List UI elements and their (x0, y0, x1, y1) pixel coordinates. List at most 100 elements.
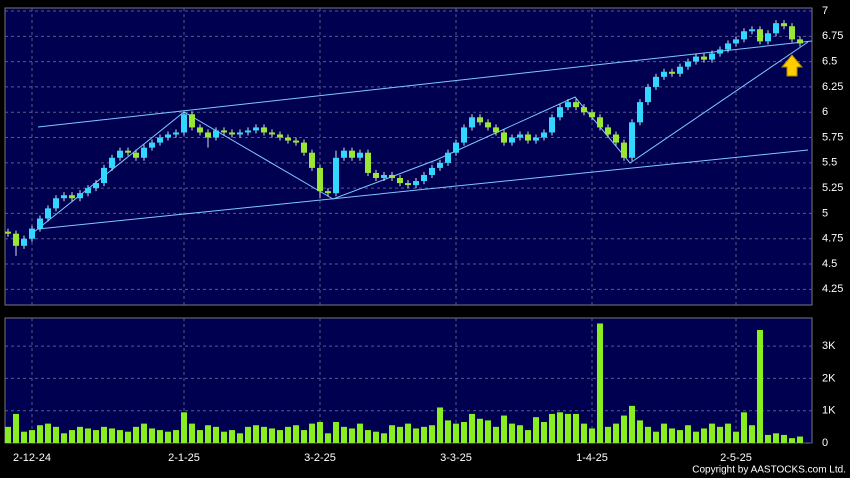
y-tick-label: 6.5 (822, 56, 837, 68)
volume-bar (621, 415, 627, 443)
volume-bar (69, 430, 75, 443)
candle-body (261, 127, 267, 133)
volume-bar (797, 436, 803, 443)
y-tick-label: 4.75 (822, 233, 843, 245)
volume-bar (117, 430, 123, 443)
candle-body (133, 152, 139, 158)
volume-bar (557, 412, 563, 443)
candle-body (149, 142, 155, 148)
volume-bar (309, 423, 315, 443)
volume-bar (485, 420, 491, 443)
candle-body (661, 71, 667, 77)
volume-bar (461, 422, 467, 443)
candle-body (213, 130, 219, 138)
volume-bar (397, 426, 403, 443)
volume-bar (765, 434, 771, 443)
candle-body (245, 130, 251, 133)
candle-body (733, 39, 739, 44)
volume-bar (629, 405, 635, 443)
candle-body (285, 137, 291, 141)
y-tick-label: 6 (822, 106, 828, 118)
trend-line (37, 40, 813, 128)
candle-body (557, 107, 563, 118)
candle-body (229, 132, 235, 135)
volume-bar (773, 433, 779, 443)
volume-bar (645, 426, 651, 443)
candle-body (725, 43, 731, 50)
candle-body (109, 157, 115, 168)
volume-bar (749, 425, 755, 443)
candle-body (493, 127, 499, 133)
candle-body (701, 56, 707, 60)
copyright: Copyright by AASTOCKS.com Ltd. (692, 465, 846, 476)
volume-bar (45, 423, 51, 443)
candle-body (325, 191, 331, 194)
y-tick-label: 6.25 (822, 81, 843, 93)
trend-lines (33, 40, 813, 233)
volume-bar (85, 428, 91, 443)
candle-body (501, 132, 507, 143)
volume-bar (229, 430, 235, 443)
x-tick-label: 2-5-25 (720, 452, 752, 464)
candle-body (461, 127, 467, 143)
volume-bar (525, 430, 531, 443)
candle-body (365, 152, 371, 173)
trend-line (37, 149, 809, 230)
candle-body (789, 26, 795, 40)
x-tick-label: 3-3-25 (440, 452, 472, 464)
volume-bar (741, 412, 747, 443)
candle-body (101, 167, 107, 184)
volume-bar (653, 431, 659, 443)
zigzag-line (33, 41, 809, 233)
candle-body (181, 114, 187, 133)
candle-body (301, 142, 307, 153)
candle-body (389, 174, 395, 179)
candle-body (677, 66, 683, 74)
y-tick-label: 5.25 (822, 182, 843, 194)
candle-body (669, 71, 675, 74)
volume-bar (237, 433, 243, 443)
candle-body (349, 150, 355, 158)
candle-body (413, 181, 419, 186)
candle-body (653, 76, 659, 87)
candle-body (357, 152, 363, 158)
candle-body (53, 198, 59, 209)
volume-bar (429, 425, 435, 443)
candle-body (61, 195, 67, 199)
volume-bar (573, 413, 579, 443)
volume-bar (717, 426, 723, 443)
volume-bar (21, 431, 27, 443)
volume-bar (285, 426, 291, 443)
volume-bar (725, 423, 731, 443)
candle-body (581, 107, 587, 113)
arrow-icon (780, 54, 804, 77)
candle-body (685, 61, 691, 67)
candle-body (469, 117, 475, 128)
candle-body (69, 195, 75, 199)
y-tick-label: 6.75 (822, 30, 843, 42)
volume-bar (533, 417, 539, 443)
candle-body (277, 134, 283, 138)
volume-bar (669, 428, 675, 443)
volume-bar (389, 425, 395, 443)
candle-body (173, 132, 179, 135)
volume-bar (597, 323, 603, 443)
candle-body (85, 188, 91, 194)
candle-body (21, 238, 27, 246)
volume-bar (165, 431, 171, 443)
volume-bar (53, 426, 59, 443)
candle-body (5, 231, 11, 234)
candle-body (429, 167, 435, 175)
candle-body (445, 152, 451, 163)
volume-bar (421, 426, 427, 443)
volume-bar (261, 426, 267, 443)
candle-body (437, 162, 443, 168)
y-tick-label: 1K (822, 405, 836, 417)
volume-bar (789, 438, 795, 443)
volume-bar (213, 426, 219, 443)
y-tick-label: 4.25 (822, 283, 843, 295)
volume-bar (277, 430, 283, 443)
y-tick-label: 5.5 (822, 157, 837, 169)
x-tick-label: 3-2-25 (304, 452, 336, 464)
candle-body (525, 134, 531, 141)
